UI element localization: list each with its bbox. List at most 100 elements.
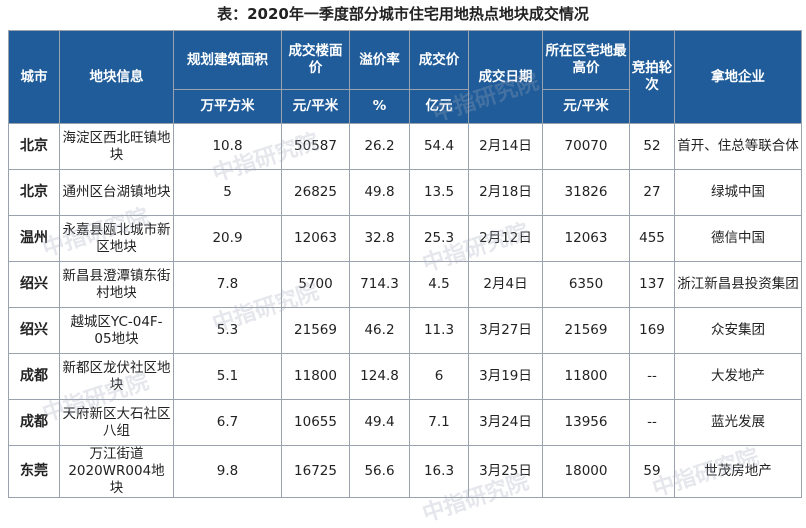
cell-rounds: 169	[629, 307, 675, 354]
cell-premium: 124.8	[349, 353, 410, 400]
cell-company: 蓝光发展	[674, 399, 802, 446]
cell-max-price: 6350	[542, 261, 630, 308]
cell-city: 绍兴	[8, 307, 60, 354]
cell-area: 5	[173, 169, 282, 216]
cell-max-price: 70070	[542, 123, 630, 170]
table-row: 绍兴 越城区YC-04F-05地块 5.3 21569 46.2 11.3 3月…	[8, 307, 802, 354]
unit-max-price: 元/平米	[542, 89, 630, 124]
cell-date: 2月14日	[468, 123, 543, 170]
cell-rounds: --	[629, 353, 675, 400]
cell-plot: 通州区台湖镇地块	[59, 169, 174, 216]
cell-deal-price: 13.5	[409, 169, 469, 216]
cell-company: 大发地产	[674, 353, 802, 400]
cell-deal-price: 54.4	[409, 123, 469, 170]
table-row: 成都 新都区龙伏社区地块 5.1 11800 124.8 6 3月19日 118…	[8, 353, 802, 400]
cell-plot: 万江街道2020WR004地块	[59, 445, 174, 498]
cell-date: 3月27日	[468, 307, 543, 354]
cell-plot: 新昌县澄潭镇东街村地块	[59, 261, 174, 308]
cell-floor-price: 21569	[281, 307, 350, 354]
cell-floor-price: 50587	[281, 123, 350, 170]
table-row: 北京 通州区台湖镇地块 5 26825 49.8 13.5 2月18日 3182…	[8, 169, 802, 216]
header-date: 成交日期	[468, 30, 543, 124]
cell-plot: 新都区龙伏社区地块	[59, 353, 174, 400]
cell-max-price: 12063	[542, 215, 630, 262]
cell-plot: 海淀区西北旺镇地块	[59, 123, 174, 170]
cell-area: 6.7	[173, 399, 282, 446]
cell-floor-price: 5700	[281, 261, 350, 308]
cell-floor-price: 11800	[281, 353, 350, 400]
header-company: 拿地企业	[674, 30, 802, 124]
cell-premium: 49.4	[349, 399, 410, 446]
cell-area: 10.8	[173, 123, 282, 170]
cell-city: 成都	[8, 353, 60, 400]
cell-company: 众安集团	[674, 307, 802, 354]
cell-company: 首开、住总等联合体	[674, 123, 802, 170]
table-row: 温州 永嘉县瓯北城市新区地块 20.9 12063 32.8 25.3 2月12…	[8, 215, 802, 262]
unit-row: 万平方米 元/平米 % 亿元 元/平米	[9, 89, 802, 124]
cell-max-price: 31826	[542, 169, 630, 216]
cell-date: 3月25日	[468, 445, 543, 498]
cell-floor-price: 12063	[281, 215, 350, 262]
header-row: 城市 地块信息 规划建筑面积 成交楼面价 溢价率 成交价 成交日期 所在区宅地最…	[8, 30, 802, 124]
cell-area: 20.9	[173, 215, 282, 262]
cell-premium: 56.6	[349, 445, 410, 498]
cell-max-price: 18000	[542, 445, 630, 498]
header-city: 城市	[8, 30, 60, 124]
cell-area: 5.3	[173, 307, 282, 354]
table-title: 表：2020年一季度部分城市住宅用地热点地块成交情况	[217, 5, 589, 23]
cell-date: 3月24日	[468, 399, 543, 446]
table-row: 东莞 万江街道2020WR004地块 9.8 16725 56.6 16.3 3…	[8, 445, 802, 498]
cell-deal-price: 4.5	[409, 261, 469, 308]
cell-rounds: 59	[629, 445, 675, 498]
cell-floor-price: 16725	[281, 445, 350, 498]
cell-company: 浙江新昌县投资集团	[674, 261, 802, 308]
cell-plot: 永嘉县瓯北城市新区地块	[59, 215, 174, 262]
cell-area: 5.1	[173, 353, 282, 400]
cell-date: 3月19日	[468, 353, 543, 400]
header-area: 规划建筑面积	[173, 30, 282, 90]
unit-area: 万平方米	[173, 89, 282, 124]
header-rounds: 竞拍轮次	[629, 30, 675, 124]
cell-area: 9.8	[173, 445, 282, 498]
cell-rounds: 27	[629, 169, 675, 216]
table-row: 成都 天府新区大石社区八组 6.7 10655 49.4 7.1 3月24日 1…	[8, 399, 802, 446]
cell-premium: 26.2	[349, 123, 410, 170]
header-premium: 溢价率	[349, 30, 410, 90]
unit-deal-price: 亿元	[409, 89, 469, 124]
cell-floor-price: 10655	[281, 399, 350, 446]
cell-company: 德信中国	[674, 215, 802, 262]
cell-date: 2月18日	[468, 169, 543, 216]
cell-rounds: 455	[629, 215, 675, 262]
header-plot: 地块信息	[59, 30, 174, 124]
cell-company: 世茂房地产	[674, 445, 802, 498]
cell-max-price: 11800	[542, 353, 630, 400]
cell-city: 成都	[8, 399, 60, 446]
table-row: 北京 海淀区西北旺镇地块 10.8 50587 26.2 54.4 2月14日 …	[8, 123, 802, 170]
cell-city: 北京	[8, 123, 60, 170]
cell-city: 温州	[8, 215, 60, 262]
cell-floor-price: 26825	[281, 169, 350, 216]
cell-max-price: 21569	[542, 307, 630, 354]
cell-rounds: 52	[629, 123, 675, 170]
cell-deal-price: 11.3	[409, 307, 469, 354]
cell-max-price: 13956	[542, 399, 630, 446]
cell-date: 2月4日	[468, 261, 543, 308]
cell-deal-price: 25.3	[409, 215, 469, 262]
cell-plot: 越城区YC-04F-05地块	[59, 307, 174, 354]
cell-rounds: 137	[629, 261, 675, 308]
cell-city: 东莞	[8, 445, 60, 498]
cell-premium: 49.8	[349, 169, 410, 216]
cell-deal-price: 7.1	[409, 399, 469, 446]
unit-floor-price: 元/平米	[281, 89, 350, 124]
cell-company: 绿城中国	[674, 169, 802, 216]
cell-premium: 714.3	[349, 261, 410, 308]
cell-deal-price: 6	[409, 353, 469, 400]
header-deal-price: 成交价	[409, 30, 469, 90]
table-row: 绍兴 新昌县澄潭镇东街村地块 7.8 5700 714.3 4.5 2月4日 6…	[8, 261, 802, 308]
cell-city: 北京	[8, 169, 60, 216]
header-floor-price: 成交楼面价	[281, 30, 350, 90]
cell-plot: 天府新区大石社区八组	[59, 399, 174, 446]
cell-premium: 32.8	[349, 215, 410, 262]
cell-rounds: --	[629, 399, 675, 446]
cell-date: 2月12日	[468, 215, 543, 262]
